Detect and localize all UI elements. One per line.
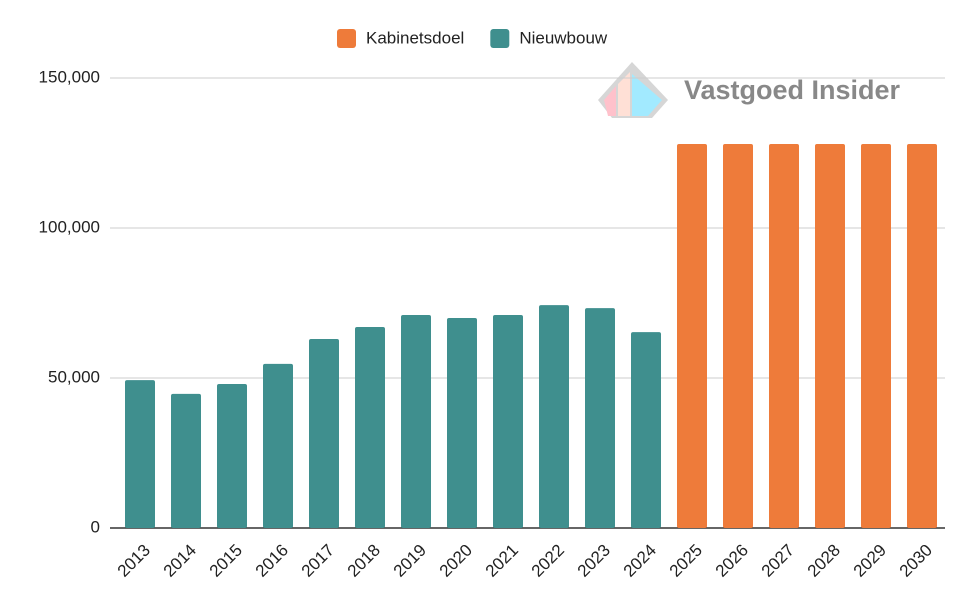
legend-label: Nieuwbouw (519, 28, 608, 47)
bar (171, 393, 201, 528)
x-tick-label: 2022 (528, 541, 568, 581)
x-tick-label: 2020 (436, 541, 476, 581)
x-tick-label: 2019 (390, 541, 430, 581)
bar (861, 144, 891, 528)
bar (631, 332, 661, 528)
bar (585, 308, 615, 528)
bar (401, 315, 431, 528)
x-tick-label: 2027 (758, 541, 798, 581)
bar (907, 144, 937, 528)
watermark: Vastgoed Insider (684, 75, 901, 105)
x-tick-label: 2017 (298, 541, 338, 581)
bar (539, 305, 569, 528)
bar (309, 339, 339, 528)
y-tick-label: 100,000 (39, 217, 100, 236)
x-tick-label: 2021 (482, 541, 522, 581)
x-tick-label: 2024 (620, 541, 660, 581)
y-tick-label: 150,000 (39, 67, 100, 86)
x-tick-label: 2028 (804, 541, 844, 581)
x-tick-label: 2014 (160, 541, 200, 581)
bar (677, 144, 707, 528)
legend-swatch (490, 29, 510, 48)
x-tick-label: 2029 (850, 541, 890, 581)
x-tick-label: 2015 (206, 541, 246, 581)
bar (447, 318, 477, 528)
legend-swatch (337, 29, 356, 48)
bar (723, 144, 753, 528)
bar (263, 363, 293, 528)
bar (355, 327, 385, 528)
legend-label: Kabinetsdoel (366, 28, 464, 47)
y-tick-label: 0 (91, 517, 100, 536)
bar (493, 315, 523, 528)
y-tick-label: 50,000 (48, 367, 100, 386)
bar (125, 380, 155, 528)
x-tick-label: 2018 (344, 541, 384, 581)
bar (217, 384, 247, 528)
x-tick-label: 2025 (666, 541, 706, 581)
bar (769, 144, 799, 528)
x-tick-label: 2026 (712, 541, 752, 581)
x-tick-label: 2016 (252, 541, 292, 581)
bar (815, 144, 845, 528)
x-tick-label: 2013 (114, 541, 154, 581)
x-tick-label: 2030 (896, 541, 936, 581)
x-tick-label: 2023 (574, 541, 614, 581)
logo (598, 62, 668, 118)
